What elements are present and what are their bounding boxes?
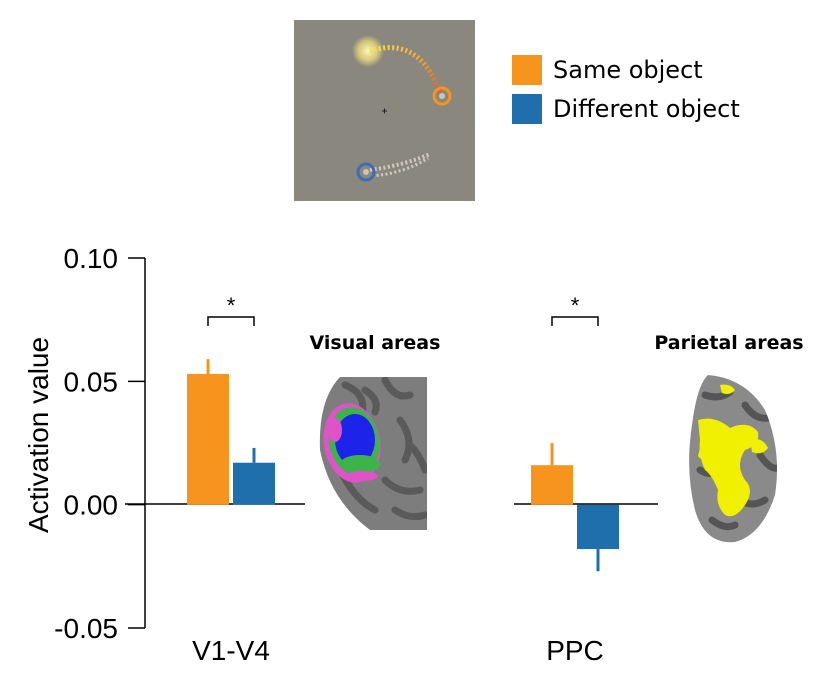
significance-bracket-0 (207, 316, 255, 326)
different-object-marker (356, 162, 376, 182)
visual-cortex-brain-image (319, 377, 427, 530)
y-ticks: 0.10 0.05 0.00 -0.05 (54, 243, 145, 644)
fixation-cross (382, 108, 387, 114)
significance-star-1: * (571, 293, 580, 318)
stimulus-panel (294, 20, 475, 201)
bar-v1-v4-different-object (233, 462, 275, 505)
legend: Same object Different object (512, 55, 740, 124)
legend-label-same: Same object (553, 56, 703, 84)
same-object-trail (369, 45, 444, 96)
same-object-marker (432, 86, 452, 106)
bar-v1-v4-same-object (187, 373, 229, 505)
same-object-dot (439, 93, 445, 99)
y-tick-label-1: 0.05 (64, 366, 119, 397)
category-label-v1-v4: V1-V4 (192, 635, 270, 666)
bar-ppc-different-object (577, 504, 619, 550)
visual-areas-title: Visual areas (310, 332, 441, 354)
stimulus-glow (352, 35, 384, 67)
bar-chart: 0.100.050.00-0.05 Activation value * * V1… (23, 243, 658, 666)
significance-star-0: * (227, 293, 236, 318)
legend-swatch-same (512, 55, 542, 85)
significance-brackets: * * (207, 293, 599, 326)
bar-ppc-same-object (531, 465, 573, 505)
different-object-trail-2 (371, 156, 429, 178)
category-label-ppc: PPC (546, 635, 604, 666)
different-object-dot (363, 169, 369, 175)
y-tick-label-0: 0.10 (64, 243, 119, 274)
different-object-trail (369, 152, 431, 172)
significance-bracket-1 (551, 316, 599, 326)
parietal-areas-title: Parietal areas (654, 332, 803, 354)
bars (187, 359, 619, 572)
y-tick-label-2: 0.00 (64, 490, 119, 521)
legend-swatch-different (512, 94, 542, 124)
y-axis-label: Activation value (23, 337, 54, 533)
parietal-cortex-brain-image (689, 375, 778, 543)
y-tick-label-3: -0.05 (54, 613, 118, 644)
legend-label-different: Different object (553, 95, 740, 123)
